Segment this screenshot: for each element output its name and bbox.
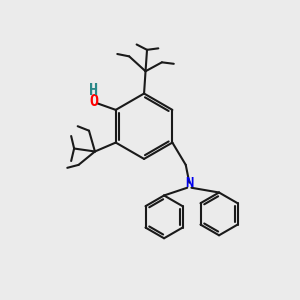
Text: O: O [89, 94, 98, 110]
Text: N: N [185, 176, 194, 190]
Text: H: H [89, 83, 98, 98]
